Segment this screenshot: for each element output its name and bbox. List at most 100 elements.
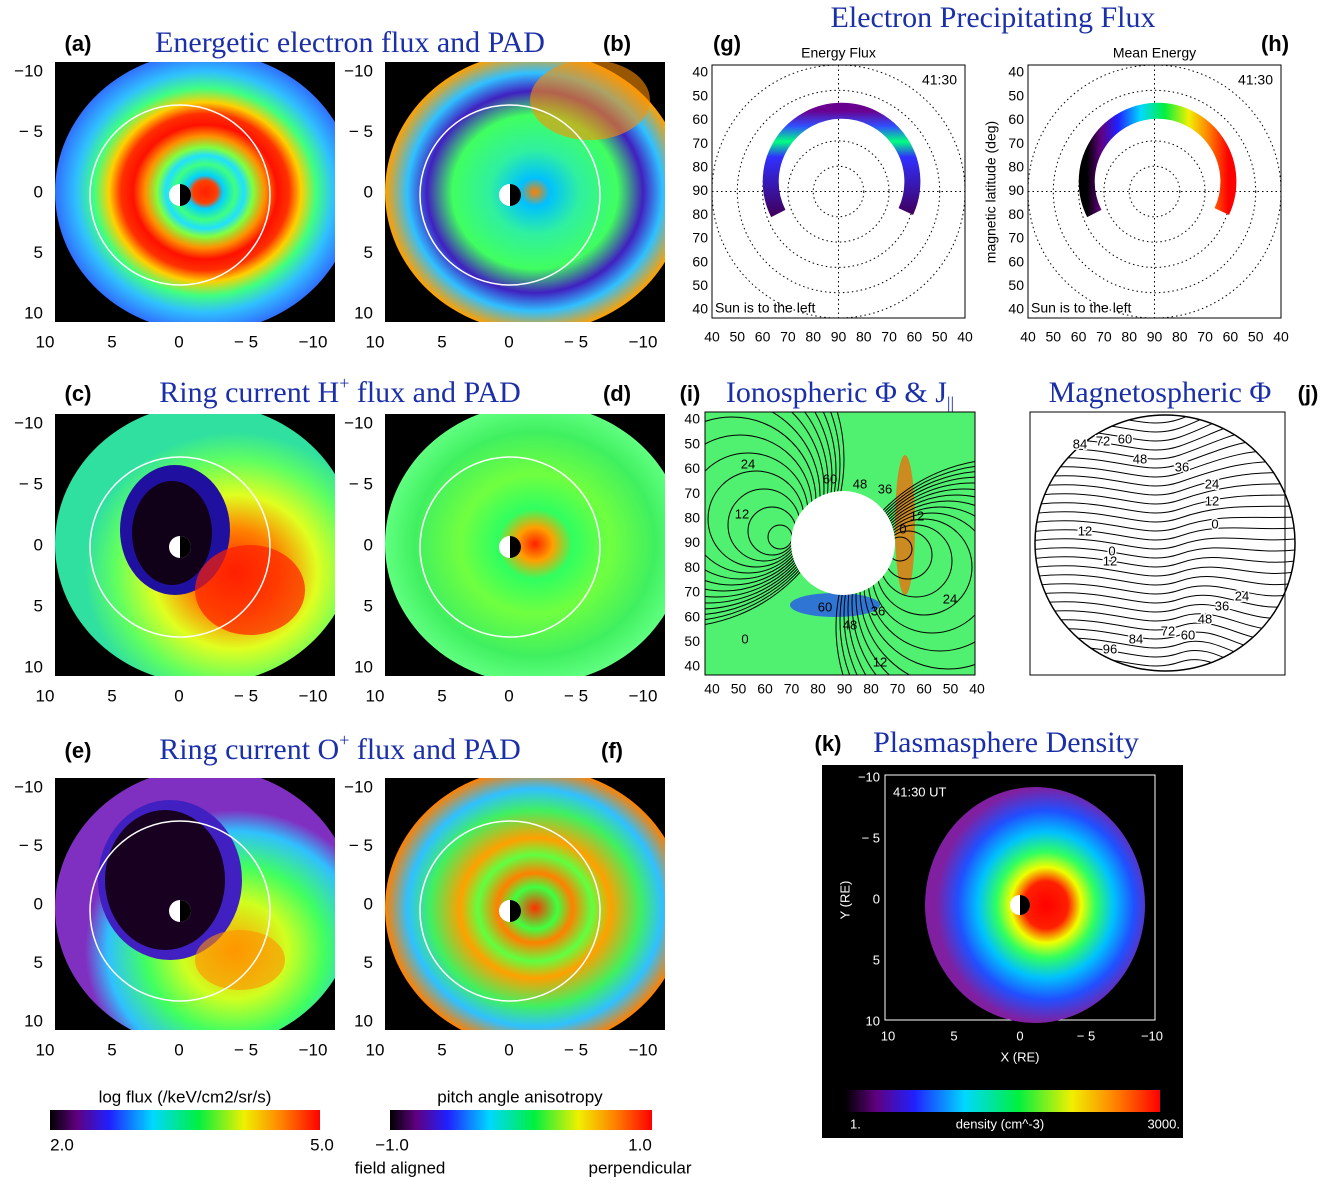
colorbar: [50, 1110, 320, 1130]
colorbar-max: 3000.: [1147, 1116, 1180, 1131]
y-tick-label: 70: [684, 485, 700, 501]
contour-label: 48: [1198, 611, 1212, 626]
panel-label: (f): [601, 738, 623, 763]
contour-line: [1035, 565, 1295, 577]
flux-feature: [195, 545, 305, 635]
contour-line: [1035, 460, 1295, 487]
contour-label: 72: [1161, 623, 1175, 638]
earth-night: [510, 184, 521, 206]
colorbar-max: 1.0: [628, 1135, 652, 1154]
x-tick-label: 70: [1197, 329, 1213, 345]
colorbar-note: field aligned: [355, 1158, 446, 1177]
title-part: flux and PAD: [349, 376, 520, 409]
colorbar-note: perpendicular: [588, 1158, 691, 1177]
flux-feature: [530, 62, 650, 140]
y-tick-label: 5: [364, 596, 373, 615]
y-axis-label: Y (RE): [837, 881, 852, 920]
flux-map: [55, 62, 335, 322]
x-tick-label: 5: [950, 1028, 957, 1043]
x-tick-label: 10: [366, 332, 385, 351]
y-tick-label: 80: [692, 206, 708, 222]
y-tick-label: 5: [34, 243, 43, 262]
x-tick-label: 10: [366, 686, 385, 705]
contour-label: 36: [1215, 598, 1229, 613]
x-tick-label: 5: [437, 686, 446, 705]
plot-image: [55, 62, 335, 322]
y-tick-label: 60: [684, 608, 700, 624]
y-tick-label: 60: [1008, 253, 1024, 269]
y-tick-label: 50: [684, 435, 700, 451]
x-tick-label: 10: [36, 686, 55, 705]
panel-label: (h): [1261, 31, 1289, 56]
earth-night: [180, 900, 191, 922]
y-tick-label: 40: [684, 658, 700, 674]
x-tick-label: − 5: [234, 1040, 258, 1059]
x-tick-label: 0: [504, 1040, 513, 1059]
x-tick-label: 50: [1046, 329, 1062, 345]
y-tick-label: − 5: [862, 830, 880, 845]
contour-line: [1035, 494, 1295, 514]
precip-oval: [1078, 102, 1237, 218]
contour-line: [1035, 449, 1295, 478]
y-tick-label: 40: [1008, 301, 1024, 317]
contour-line: [1035, 415, 1295, 424]
flux-map: [385, 778, 665, 1030]
y-tick-label: 10: [354, 657, 373, 676]
contour-label: 24: [943, 591, 957, 606]
x-tick-label: 60: [1071, 329, 1087, 345]
geo-orbit: [89, 820, 271, 1002]
latitude-circle: [812, 165, 865, 218]
contour-line: [1035, 583, 1295, 597]
contour-line: [851, 482, 975, 675]
x-axis-label: X (RE): [1001, 1049, 1040, 1064]
x-tick-label: 80: [810, 681, 826, 697]
x-tick-label: 40: [704, 329, 720, 345]
polar-cap: [791, 491, 895, 595]
x-tick-label: 50: [730, 329, 746, 345]
x-tick-label: 70: [881, 329, 897, 345]
earth-night: [1020, 895, 1030, 915]
contour-label: 12: [1103, 553, 1117, 568]
contour-label: 24: [1235, 588, 1249, 603]
x-tick-label: − 5: [234, 686, 258, 705]
contour-line: [839, 465, 975, 675]
contour-label: 48: [1133, 451, 1147, 466]
x-tick-label: 5: [107, 332, 116, 351]
title-part: Ring current O: [159, 733, 339, 766]
title-part: +: [339, 730, 349, 750]
x-tick-label: 90: [837, 681, 853, 697]
contour-label: 60: [823, 471, 837, 486]
geo-orbit: [419, 104, 601, 286]
contour-line: [1035, 472, 1295, 496]
y-tick-label: 40: [1008, 64, 1024, 80]
panel-label: (k): [815, 731, 842, 756]
contour-label: 0: [741, 631, 748, 646]
panel-label: (b): [603, 31, 631, 56]
contour-line: [705, 412, 825, 598]
y-tick-label: −10: [14, 413, 43, 432]
y-tick-label: 0: [873, 891, 880, 906]
x-tick-label: 0: [174, 1040, 183, 1059]
panel-title: Plasmasphere Density: [873, 726, 1139, 759]
y-tick-label: 50: [692, 277, 708, 293]
flux-feature: [105, 810, 225, 950]
y-tick-label: − 5: [19, 836, 43, 855]
y-tick-label: −10: [344, 413, 373, 432]
title-part: flux and PAD: [349, 733, 520, 766]
panel-label: (i): [680, 381, 701, 406]
y-tick-label: 10: [24, 657, 43, 676]
contour-label: 36: [1175, 459, 1189, 474]
x-tick-label: 5: [437, 1040, 446, 1059]
flux-map: [385, 414, 665, 676]
x-tick-label: 0: [504, 686, 513, 705]
contour-label: 0: [1108, 543, 1115, 558]
latitude-circle: [1103, 140, 1206, 243]
latitude-circle: [787, 140, 890, 243]
contour-label: 12: [1205, 493, 1219, 508]
contour-line: [705, 412, 845, 625]
colorbar: [390, 1110, 652, 1130]
contour-label: 60: [1118, 431, 1132, 446]
note: Sun is to the left: [1031, 300, 1132, 316]
x-tick-label: −10: [299, 1040, 328, 1059]
